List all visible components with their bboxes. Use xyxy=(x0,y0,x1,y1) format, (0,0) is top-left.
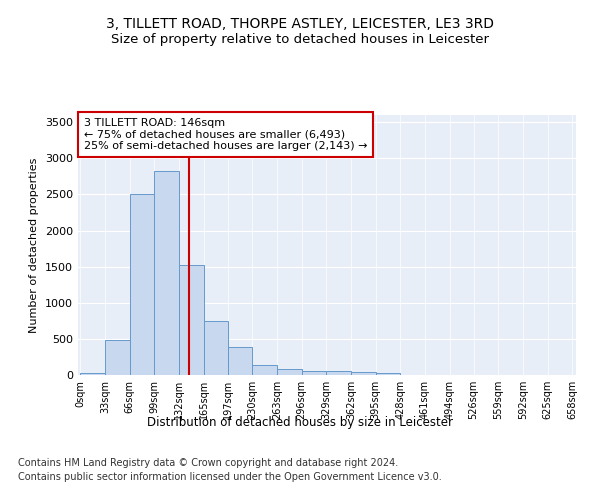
Text: Contains HM Land Registry data © Crown copyright and database right 2024.: Contains HM Land Registry data © Crown c… xyxy=(18,458,398,468)
Y-axis label: Number of detached properties: Number of detached properties xyxy=(29,158,40,332)
Bar xyxy=(376,373,400,375)
Text: 3 TILLETT ROAD: 146sqm
← 75% of detached houses are smaller (6,493)
25% of semi-: 3 TILLETT ROAD: 146sqm ← 75% of detached… xyxy=(84,118,367,151)
Bar xyxy=(252,365,277,375)
Text: Size of property relative to detached houses in Leicester: Size of property relative to detached ho… xyxy=(111,32,489,46)
Bar xyxy=(105,340,130,375)
Bar xyxy=(326,371,351,375)
Text: Contains public sector information licensed under the Open Government Licence v3: Contains public sector information licen… xyxy=(18,472,442,482)
Bar xyxy=(351,372,376,375)
Bar xyxy=(130,194,154,375)
Bar xyxy=(80,373,105,375)
Bar xyxy=(179,265,203,375)
Bar xyxy=(302,371,326,375)
Bar xyxy=(277,369,302,375)
Text: 3, TILLETT ROAD, THORPE ASTLEY, LEICESTER, LE3 3RD: 3, TILLETT ROAD, THORPE ASTLEY, LEICESTE… xyxy=(106,18,494,32)
Bar xyxy=(227,347,252,375)
Bar xyxy=(203,321,228,375)
Bar xyxy=(154,172,179,375)
Text: Distribution of detached houses by size in Leicester: Distribution of detached houses by size … xyxy=(147,416,453,429)
